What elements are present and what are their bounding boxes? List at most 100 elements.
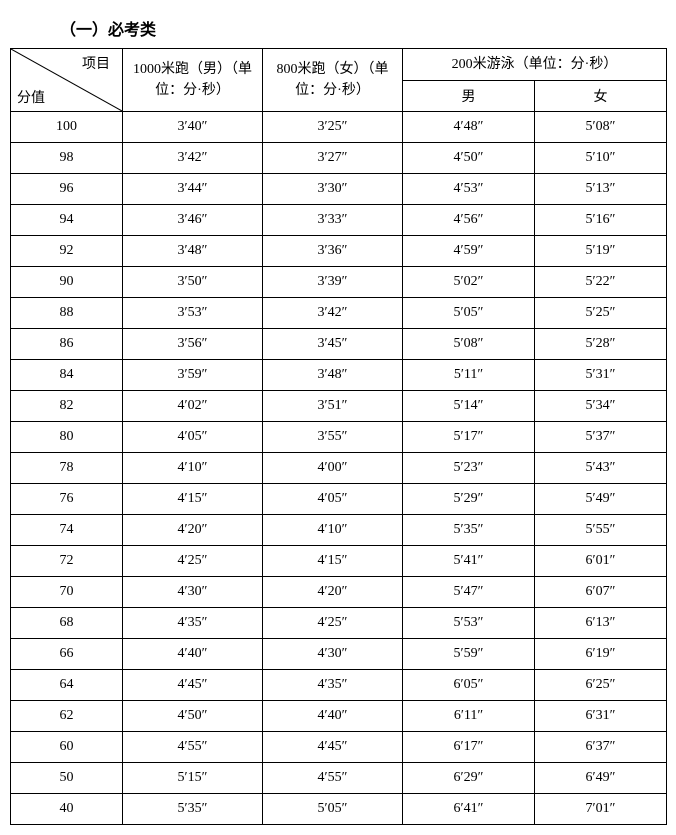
header-swim: 200米游泳（单位：分·秒） [403, 49, 667, 81]
cell-sf: 6′31″ [535, 701, 667, 732]
cell-sm: 6′11″ [403, 701, 535, 732]
cell-score: 66 [11, 639, 123, 670]
cell-r1000: 3′44″ [123, 174, 263, 205]
cell-sf: 5′34″ [535, 391, 667, 422]
cell-score: 64 [11, 670, 123, 701]
cell-r800: 4′15″ [263, 546, 403, 577]
cell-r800: 3′36″ [263, 236, 403, 267]
cell-r1000: 4′05″ [123, 422, 263, 453]
cell-score: 96 [11, 174, 123, 205]
cell-r1000: 3′59″ [123, 360, 263, 391]
cell-sf: 5′13″ [535, 174, 667, 205]
cell-r1000: 4′20″ [123, 515, 263, 546]
table-row: 624′50″4′40″6′11″6′31″ [11, 701, 667, 732]
cell-r1000: 5′15″ [123, 763, 263, 794]
cell-r1000: 4′55″ [123, 732, 263, 763]
cell-score: 70 [11, 577, 123, 608]
cell-sf: 5′08″ [535, 112, 667, 143]
cell-score: 92 [11, 236, 123, 267]
cell-sm: 5′05″ [403, 298, 535, 329]
table-row: 1003′40″3′25″4′48″5′08″ [11, 112, 667, 143]
header-800m: 800米跑（女）（单位：分·秒） [263, 49, 403, 112]
table-row: 843′59″3′48″5′11″5′31″ [11, 360, 667, 391]
header-row-label: 分值 [17, 87, 45, 107]
table-row: 923′48″3′36″4′59″5′19″ [11, 236, 667, 267]
table-row: 684′35″4′25″5′53″6′13″ [11, 608, 667, 639]
cell-sm: 4′48″ [403, 112, 535, 143]
cell-score: 86 [11, 329, 123, 360]
table-row: 903′50″3′39″5′02″5′22″ [11, 267, 667, 298]
table-row: 784′10″4′00″5′23″5′43″ [11, 453, 667, 484]
cell-score: 60 [11, 732, 123, 763]
cell-r800: 4′20″ [263, 577, 403, 608]
cell-r1000: 3′46″ [123, 205, 263, 236]
cell-sm: 4′59″ [403, 236, 535, 267]
cell-r1000: 4′50″ [123, 701, 263, 732]
cell-r800: 4′10″ [263, 515, 403, 546]
cell-r1000: 3′48″ [123, 236, 263, 267]
cell-sf: 5′10″ [535, 143, 667, 174]
table-row: 963′44″3′30″4′53″5′13″ [11, 174, 667, 205]
cell-sf: 6′19″ [535, 639, 667, 670]
cell-r1000: 3′50″ [123, 267, 263, 298]
table-row: 664′40″4′30″5′59″6′19″ [11, 639, 667, 670]
cell-score: 76 [11, 484, 123, 515]
section-title: （一）必考类 [60, 16, 666, 40]
header-swim-female: 女 [535, 80, 667, 112]
cell-sf: 7′01″ [535, 794, 667, 825]
cell-r800: 5′05″ [263, 794, 403, 825]
header-swim-male: 男 [403, 80, 535, 112]
cell-r800: 4′25″ [263, 608, 403, 639]
cell-score: 98 [11, 143, 123, 174]
cell-sm: 5′29″ [403, 484, 535, 515]
cell-sm: 4′53″ [403, 174, 535, 205]
cell-r800: 3′25″ [263, 112, 403, 143]
cell-score: 50 [11, 763, 123, 794]
cell-sf: 6′49″ [535, 763, 667, 794]
cell-r800: 4′30″ [263, 639, 403, 670]
cell-r1000: 4′30″ [123, 577, 263, 608]
cell-r800: 4′45″ [263, 732, 403, 763]
cell-r800: 4′00″ [263, 453, 403, 484]
cell-sm: 6′17″ [403, 732, 535, 763]
cell-sf: 5′25″ [535, 298, 667, 329]
cell-sm: 5′02″ [403, 267, 535, 298]
cell-score: 68 [11, 608, 123, 639]
cell-sm: 5′47″ [403, 577, 535, 608]
cell-r800: 3′48″ [263, 360, 403, 391]
cell-r800: 3′42″ [263, 298, 403, 329]
cell-r800: 3′39″ [263, 267, 403, 298]
cell-r1000: 3′56″ [123, 329, 263, 360]
cell-r1000: 3′53″ [123, 298, 263, 329]
cell-sf: 6′01″ [535, 546, 667, 577]
score-table: 项目 分值 1000米跑（男）（单位：分·秒） 800米跑（女）（单位：分·秒）… [10, 48, 667, 825]
cell-sf: 5′55″ [535, 515, 667, 546]
cell-sm: 5′17″ [403, 422, 535, 453]
cell-score: 94 [11, 205, 123, 236]
cell-sf: 5′19″ [535, 236, 667, 267]
header-col-label: 项目 [82, 53, 110, 73]
cell-sf: 5′28″ [535, 329, 667, 360]
cell-sf: 5′43″ [535, 453, 667, 484]
cell-score: 72 [11, 546, 123, 577]
cell-sm: 4′56″ [403, 205, 535, 236]
cell-r1000: 4′15″ [123, 484, 263, 515]
table-row: 744′20″4′10″5′35″5′55″ [11, 515, 667, 546]
table-row: 604′55″4′45″6′17″6′37″ [11, 732, 667, 763]
cell-r800: 4′55″ [263, 763, 403, 794]
cell-r800: 3′33″ [263, 205, 403, 236]
table-row: 505′15″4′55″6′29″6′49″ [11, 763, 667, 794]
table-row: 644′45″4′35″6′05″6′25″ [11, 670, 667, 701]
cell-score: 88 [11, 298, 123, 329]
cell-r800: 4′35″ [263, 670, 403, 701]
cell-sm: 5′11″ [403, 360, 535, 391]
table-row: 863′56″3′45″5′08″5′28″ [11, 329, 667, 360]
cell-score: 100 [11, 112, 123, 143]
table-row: 804′05″3′55″5′17″5′37″ [11, 422, 667, 453]
cell-score: 78 [11, 453, 123, 484]
table-row: 764′15″4′05″5′29″5′49″ [11, 484, 667, 515]
cell-r1000: 4′25″ [123, 546, 263, 577]
table-row: 983′42″3′27″4′50″5′10″ [11, 143, 667, 174]
cell-sm: 5′41″ [403, 546, 535, 577]
cell-r800: 3′30″ [263, 174, 403, 205]
